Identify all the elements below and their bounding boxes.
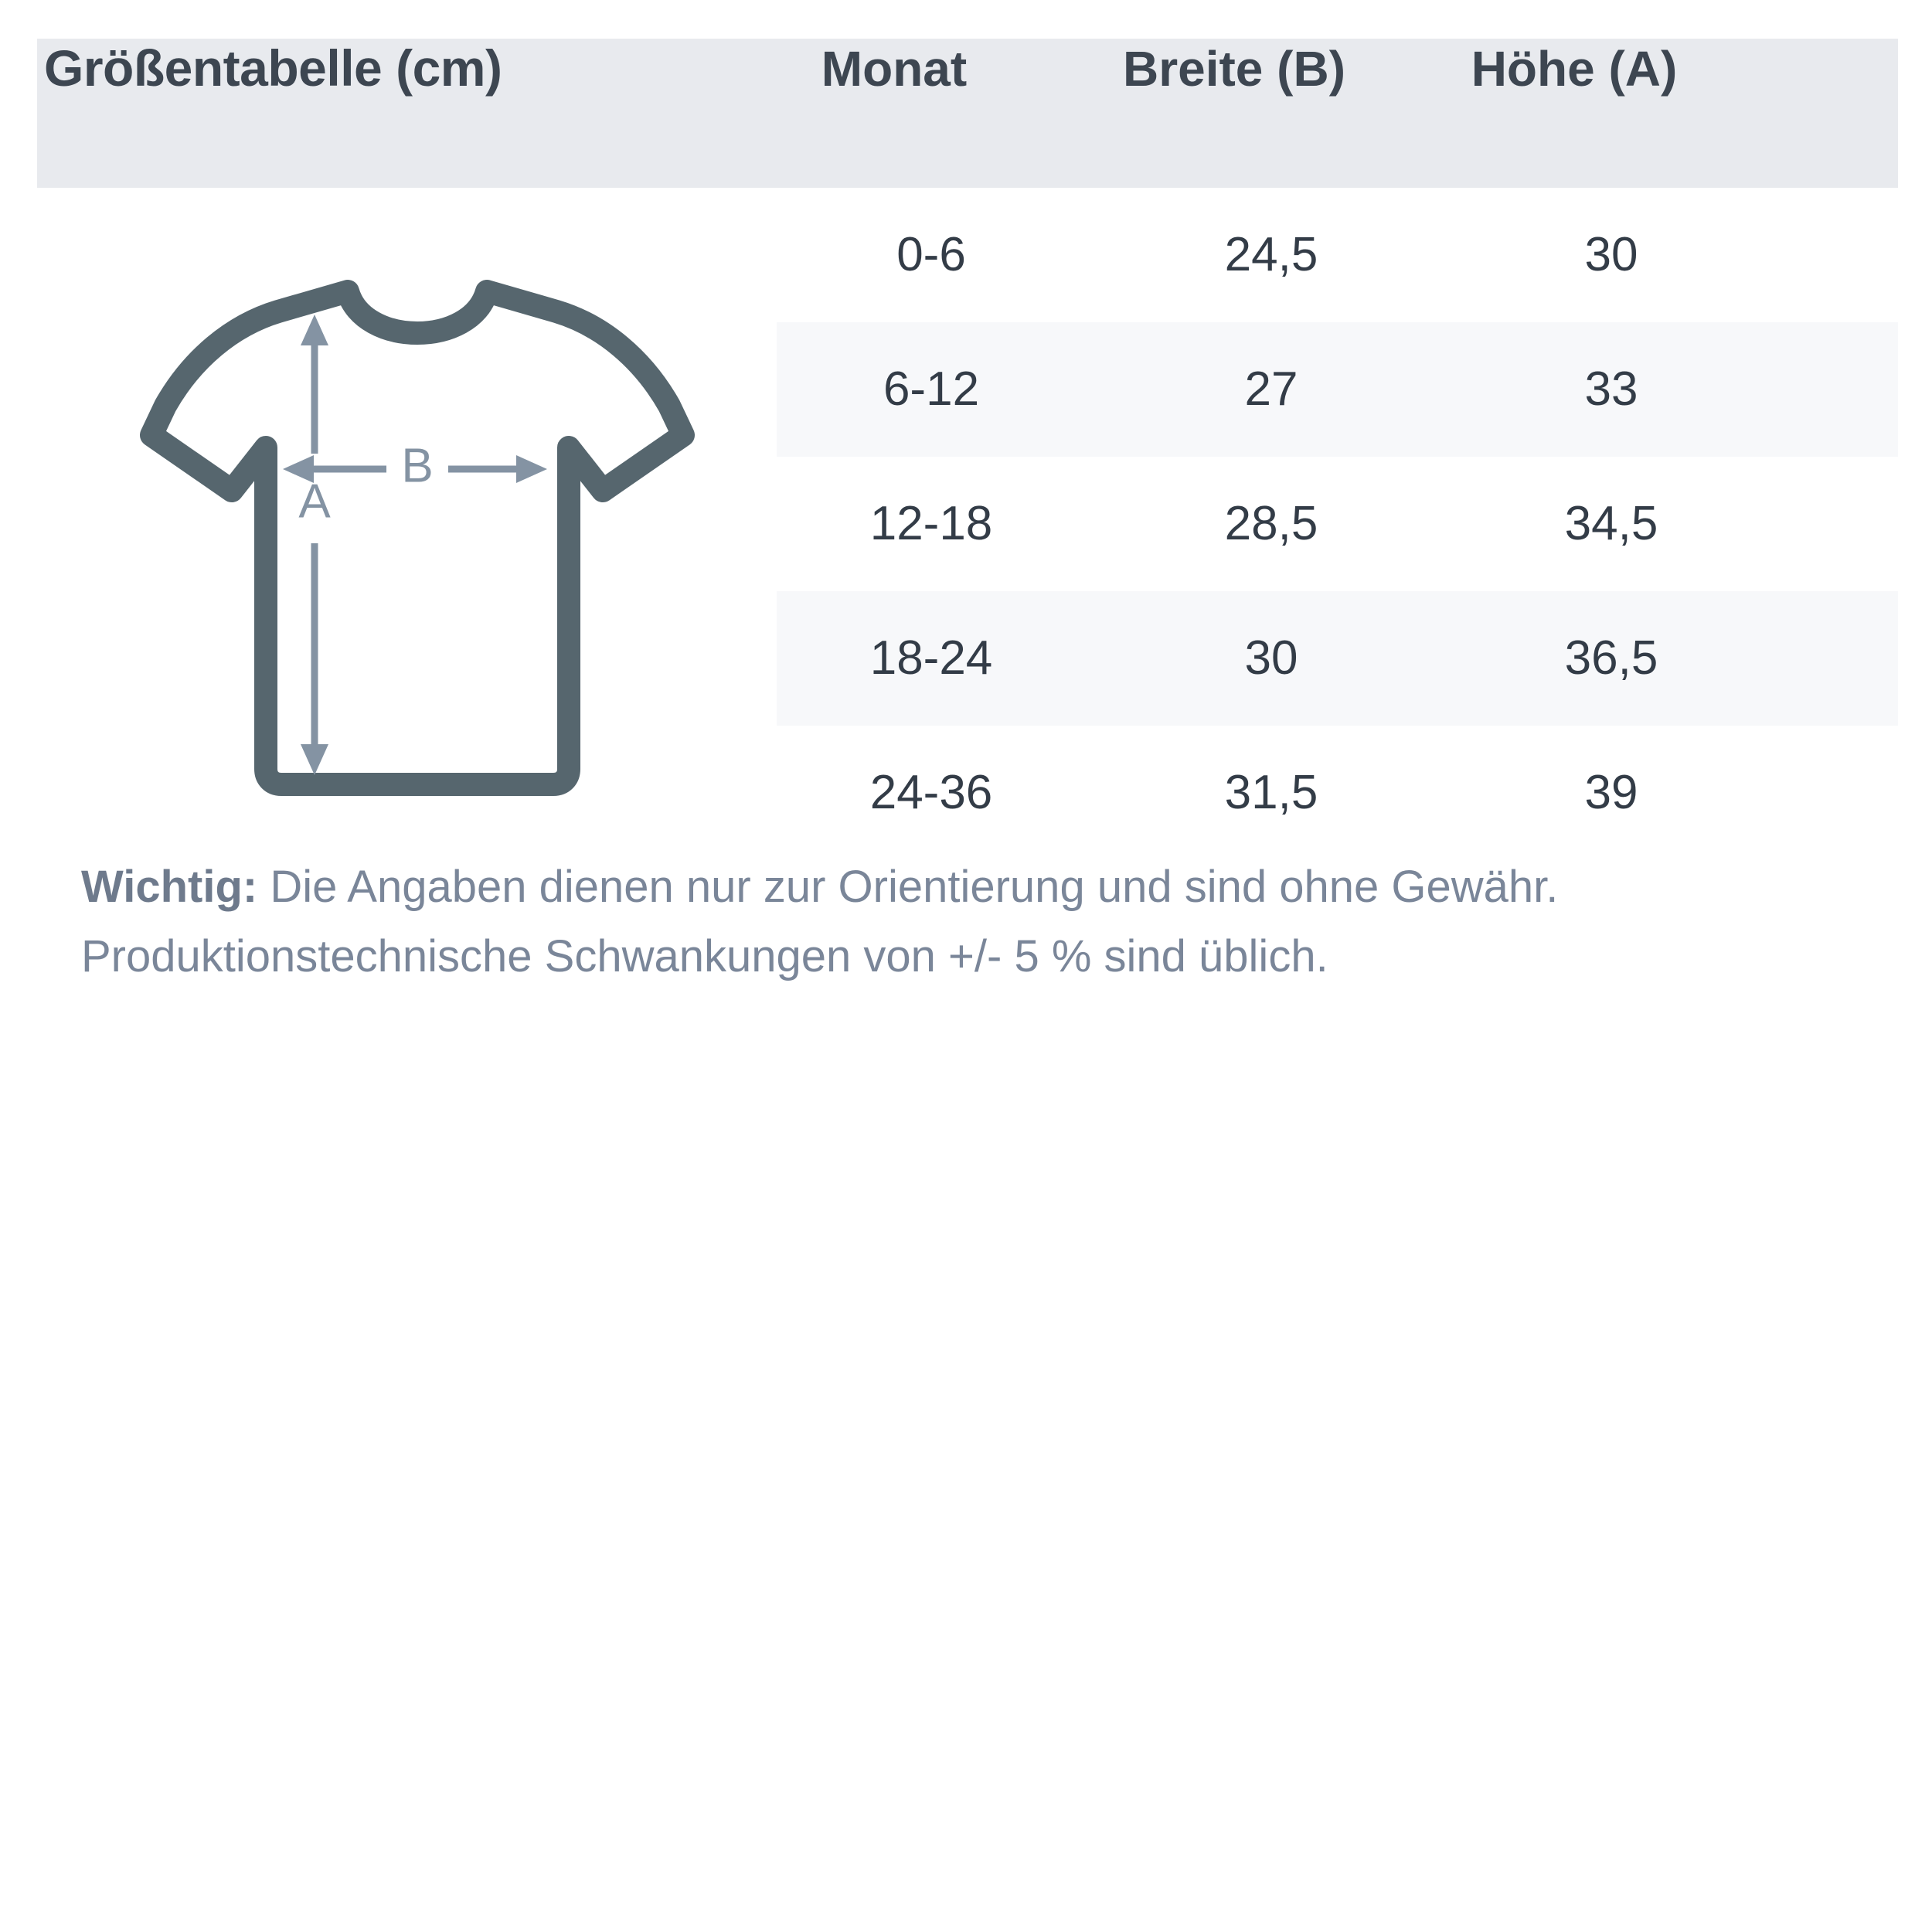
cell-height: 33 bbox=[1584, 362, 1638, 416]
cell-width: 24,5 bbox=[1224, 228, 1318, 281]
cell-height: 36,5 bbox=[1564, 631, 1658, 685]
cell-month: 12-18 bbox=[869, 497, 993, 550]
column-header-height: Höhe (A) bbox=[1471, 41, 1678, 97]
table-row: 12-18 28,5 34,5 bbox=[777, 457, 1898, 591]
cell-width: 30 bbox=[1244, 631, 1298, 685]
height-dimension-arrow bbox=[301, 315, 328, 775]
width-dimension-arrow bbox=[283, 455, 547, 483]
table-row: 0-6 24,5 30 bbox=[777, 188, 1898, 322]
cell-width: 27 bbox=[1244, 362, 1298, 416]
cell-height: 39 bbox=[1584, 766, 1638, 819]
column-header-width: Breite (B) bbox=[1122, 41, 1346, 97]
cell-width: 28,5 bbox=[1224, 497, 1318, 550]
table-header-band bbox=[37, 39, 1898, 188]
width-dimension-label: B bbox=[401, 439, 433, 492]
cell-width: 31,5 bbox=[1224, 766, 1318, 819]
table-row: 6-12 27 33 bbox=[777, 322, 1898, 457]
table-row: 24-36 31,5 39 bbox=[777, 726, 1898, 860]
column-header-month: Monat bbox=[821, 41, 968, 97]
cell-height: 34,5 bbox=[1564, 497, 1658, 550]
disclaimer-note: Wichtig: Die Angaben dienen nur zur Orie… bbox=[81, 852, 1874, 992]
cell-height: 30 bbox=[1584, 228, 1638, 281]
cell-month: 0-6 bbox=[896, 228, 966, 281]
cell-month: 18-24 bbox=[869, 631, 993, 685]
page-title: Größentabelle (cm) bbox=[44, 39, 502, 97]
height-dimension-label: A bbox=[298, 474, 331, 528]
disclaimer-text: Die Angaben dienen nur zur Orientierung … bbox=[81, 862, 1559, 981]
size-table: 0-6 24,5 30 6-12 27 33 12-18 28,5 34,5 1… bbox=[777, 188, 1898, 860]
cell-month: 24-36 bbox=[869, 766, 993, 819]
tshirt-diagram: A B bbox=[124, 259, 711, 808]
cell-month: 6-12 bbox=[883, 362, 980, 416]
disclaimer-label: Wichtig: bbox=[81, 862, 258, 912]
tshirt-outline-icon bbox=[140, 280, 695, 796]
table-row: 18-24 30 36,5 bbox=[777, 591, 1898, 726]
